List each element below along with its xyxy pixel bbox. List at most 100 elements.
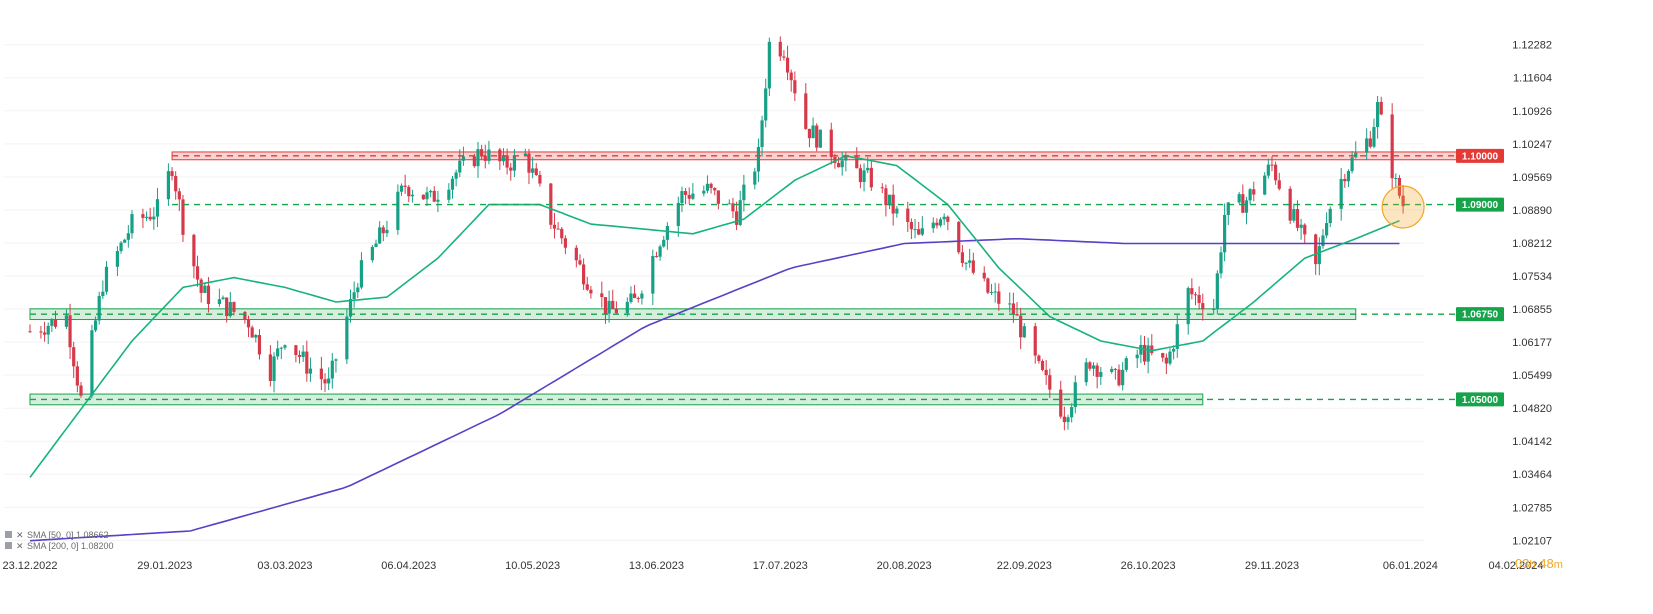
candle-body (148, 216, 152, 220)
candle-body (195, 266, 200, 280)
candle-body (931, 222, 935, 229)
candle-body (75, 366, 79, 386)
candle-body (152, 216, 156, 220)
candle-body (804, 93, 808, 129)
candle-body (181, 199, 185, 235)
x-tick-label: 06.01.2024 (1383, 560, 1438, 572)
level-tag (1456, 392, 1504, 407)
candle-body (560, 228, 564, 239)
candle-body (1113, 368, 1117, 370)
candle-body (93, 320, 98, 331)
candle-body (687, 194, 691, 199)
x-tick-label: 13.06.2023 (629, 560, 684, 572)
candle-body (170, 171, 174, 177)
candle-body (895, 208, 899, 214)
candle-body (1095, 365, 1099, 377)
candle-body (1062, 416, 1066, 423)
candle-body (206, 285, 211, 305)
candle-body (807, 128, 812, 139)
candle-body (680, 191, 684, 204)
candle-body (1375, 101, 1380, 128)
y-tick-label: 1.11604 (1513, 73, 1552, 85)
candle-body (589, 289, 593, 294)
candle-body (294, 345, 298, 356)
y-tick-label: 1.02107 (1512, 535, 1552, 547)
candle-body (760, 120, 764, 147)
candle-body (1070, 407, 1074, 418)
level-tag-label: 1.06750 (1462, 310, 1499, 321)
candle-body (1121, 369, 1125, 386)
candle-body (1317, 246, 1321, 265)
candle-body (1321, 235, 1325, 247)
candle-body (1390, 114, 1394, 179)
x-tick-label: 29.01.2023 (137, 560, 192, 572)
legend-entry: SMA [200, 0] 1.08200 (27, 541, 114, 551)
candle-body (385, 229, 389, 234)
candle-body (72, 347, 76, 367)
candle-body (1033, 326, 1037, 356)
legend-close-icon: ✕ (16, 541, 24, 551)
candle-body (844, 155, 848, 161)
x-tick-label: 03.03.2023 (257, 560, 312, 572)
candle-body (734, 211, 739, 225)
candle-body (319, 368, 323, 380)
candle-body (1011, 303, 1015, 315)
candle-body (53, 319, 58, 327)
candle-body (410, 194, 415, 197)
legend-close-icon: ✕ (16, 530, 24, 540)
candle-body (308, 368, 313, 374)
candle-body (155, 199, 160, 217)
legend-entry: SMA [50, 0] 1.08662 (27, 530, 109, 540)
candle-body (676, 203, 680, 226)
candle-body (1346, 171, 1351, 182)
x-tick-label: 10.05.2023 (505, 560, 560, 572)
candle-body (946, 216, 950, 222)
y-tick-label: 1.10247 (1512, 139, 1552, 151)
candle-body (578, 260, 582, 265)
candle-body (629, 293, 633, 302)
y-tick-label: 1.09569 (1512, 172, 1552, 184)
candle-body (1084, 362, 1088, 383)
candle-body (192, 234, 196, 267)
candle-body (323, 379, 327, 384)
candle-body (246, 319, 251, 328)
candle-body (767, 41, 771, 89)
candle-body (345, 316, 349, 360)
candle-body (909, 222, 914, 230)
candle-body (330, 360, 334, 379)
x-tick-label: 22.09.2023 (997, 560, 1052, 572)
candle-body (574, 247, 578, 261)
candle-body (997, 291, 1001, 304)
candle-body (891, 194, 895, 214)
candle-body (243, 311, 247, 320)
candle-body (1015, 314, 1019, 316)
candle-body (279, 347, 283, 349)
candle-body (1244, 200, 1249, 213)
candle-body (225, 297, 229, 317)
candle-body (166, 171, 171, 200)
candle-body (691, 193, 695, 199)
candle-body (957, 221, 961, 253)
candle-body (217, 299, 221, 305)
candle-body (1252, 189, 1256, 195)
candle-body (1110, 368, 1114, 372)
candle-body (858, 168, 863, 183)
candle-body (79, 385, 83, 396)
x-axis: 23.12.2022 29.01.2023 03.03.2023 06.04.2023… (2, 560, 1543, 572)
candle-body (119, 242, 123, 252)
candle-body (713, 188, 717, 191)
candle-body (123, 239, 127, 243)
candle-body (869, 167, 873, 188)
candle-body (450, 178, 455, 190)
candle-body (1150, 345, 1154, 354)
candle-body (534, 168, 538, 176)
candle-body (982, 272, 986, 279)
candle-body (381, 227, 385, 234)
legend-icon (5, 542, 12, 549)
candle-body (487, 149, 491, 161)
candle-body (964, 262, 968, 264)
candle-body (1008, 303, 1012, 305)
candle-body (855, 155, 859, 169)
candle-body (884, 188, 888, 206)
